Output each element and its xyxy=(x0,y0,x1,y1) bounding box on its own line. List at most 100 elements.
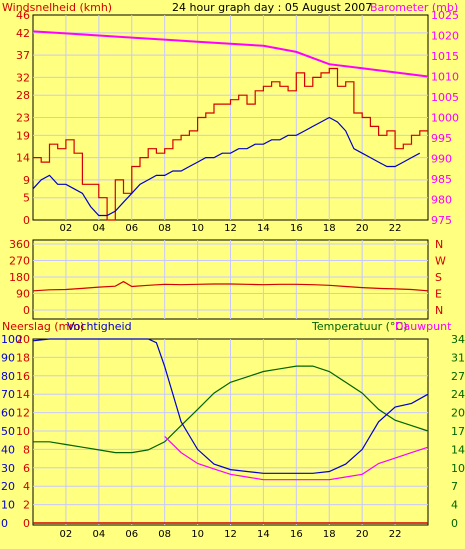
temperature-time-tick-label: 08 xyxy=(158,529,171,540)
wind-tick-label: 32 xyxy=(16,71,30,84)
wind-tick-label: 5 xyxy=(23,192,30,205)
barometer-tick-label: 995 xyxy=(431,132,452,145)
direction-tick-label: 180 xyxy=(9,271,30,284)
humidity-line xyxy=(32,338,429,474)
temperature-tick-label: 7 xyxy=(451,480,458,493)
barometer-tick-label: 1005 xyxy=(431,91,459,104)
barometer-tick-label: 1020 xyxy=(431,30,459,43)
wind-time-tick-label: 20 xyxy=(356,223,369,234)
wind-time-tick-label: 06 xyxy=(125,223,138,234)
barometer-tick-label: 1015 xyxy=(431,50,459,63)
temperature-time-tick-label: 06 xyxy=(125,529,138,540)
wind-time-tick-label: 18 xyxy=(323,223,336,234)
wind-time-tick-label: 14 xyxy=(257,223,270,234)
rain-axis-title: Neerslag (mm) xyxy=(2,320,84,333)
rain-tick-label: 2 xyxy=(23,499,30,512)
compass-tick-label: N xyxy=(435,238,443,251)
wind-time-tick-label: 22 xyxy=(389,223,402,234)
temperature-time-tick-label: 14 xyxy=(257,529,270,540)
temperature-time-tick-label: 16 xyxy=(290,529,303,540)
wind-tick-label: 42 xyxy=(16,27,30,40)
wind-direction-line xyxy=(32,280,429,292)
barometer-tick-label: 980 xyxy=(431,194,452,207)
wind-tick-label: 19 xyxy=(16,129,30,142)
temperature-tick-label: 10 xyxy=(451,462,465,475)
rain-tick-label: 4 xyxy=(23,480,30,493)
temperature-tick-label: 31 xyxy=(451,351,465,364)
temperature-time-tick-label: 10 xyxy=(191,529,204,540)
wind-tick-label: 0 xyxy=(23,214,30,227)
dewpoint-axis-title: Dauwpunt xyxy=(395,320,452,333)
humidity-axis-title: Vochtigheid xyxy=(67,320,132,333)
direction-tick-label: 360 xyxy=(9,238,30,251)
barometer-axis-title: Barometer (mb) xyxy=(370,1,458,14)
wind-tick-labels: 0 5 9 14 19 23 28 32 37 42 46 975 980 985 990 995 1000 10… xyxy=(16,9,459,234)
barometer-tick-label: 1025 xyxy=(431,9,459,22)
temperature-time-tick-label: 18 xyxy=(323,529,336,540)
wind-time-tick-label: 08 xyxy=(158,223,171,234)
wind-barometer-panel: 0 5 9 14 19 23 28 32 37 42 46 975 980 985 990 995 1000 10… xyxy=(16,9,459,234)
temperature-humidity-panel: Neerslag (mm) Vochtigheid Temperatuur (°… xyxy=(1,320,465,540)
direction-grid xyxy=(33,240,428,319)
temperature-tick-label: 20 xyxy=(451,407,465,420)
rain-tick-label: 20 xyxy=(16,333,30,346)
direction-tick-labels: 0 N 90 E 180 S 270 W 360 N xyxy=(9,238,446,317)
wind-tick-label: 14 xyxy=(16,152,30,165)
dewpoint-line xyxy=(164,435,429,481)
humidity-tick-label: 30 xyxy=(1,462,15,475)
wind-time-tick-label: 16 xyxy=(290,223,303,234)
rain-tick-label: 6 xyxy=(23,462,30,475)
wind-time-tick-label: 04 xyxy=(92,223,105,234)
barometer-tick-label: 990 xyxy=(431,153,452,166)
humidity-tick-label: 80 xyxy=(1,370,15,383)
temperature-axis-title: Temperatuur (°C) xyxy=(311,320,407,333)
rain-tick-label: 8 xyxy=(23,443,30,456)
humidity-tick-label: 20 xyxy=(1,480,15,493)
humidity-tick-label: 0 xyxy=(1,517,8,530)
wind-axis-title: Windsnelheid (kmh) xyxy=(2,1,112,14)
wind-time-tick-label: 10 xyxy=(191,223,204,234)
temperature-grid xyxy=(33,339,428,525)
humidity-tick-label: 90 xyxy=(1,351,15,364)
temperature-time-tick-label: 20 xyxy=(356,529,369,540)
wind-tick-label: 46 xyxy=(16,9,30,22)
gust-wind-line xyxy=(33,67,428,221)
compass-tick-label: E xyxy=(435,288,442,301)
temperature-tick-label: 17 xyxy=(451,425,465,438)
compass-tick-label: N xyxy=(435,304,443,317)
chart-title: 24 hour graph day : 05 August 2007 xyxy=(172,1,372,14)
rain-tick-label: 12 xyxy=(16,407,30,420)
rain-tick-label: 18 xyxy=(16,351,30,364)
rain-tick-label: 16 xyxy=(16,370,30,383)
humidity-tick-label: 10 xyxy=(1,499,15,512)
temperature-tick-label: 24 xyxy=(451,388,465,401)
humidity-tick-label: 100 xyxy=(1,333,22,346)
wind-direction-panel: 0 N 90 E 180 S 270 W 360 N xyxy=(9,238,446,320)
direction-tick-label: 270 xyxy=(9,255,30,268)
humidity-tick-label: 60 xyxy=(1,407,15,420)
barometer-line xyxy=(32,30,429,78)
wind-tick-label: 9 xyxy=(23,174,30,187)
humidity-tick-label: 40 xyxy=(1,443,15,456)
barometer-tick-label: 1010 xyxy=(431,71,459,84)
barometer-tick-label: 985 xyxy=(431,173,452,186)
wind-time-tick-label: 02 xyxy=(60,223,73,234)
temperature-time-tick-label: 22 xyxy=(389,529,402,540)
rain-tick-label: 0 xyxy=(23,517,30,530)
wind-tick-label: 28 xyxy=(16,89,30,102)
temperature-time-tick-label: 02 xyxy=(60,529,73,540)
compass-tick-label: W xyxy=(435,255,446,268)
humidity-tick-label: 50 xyxy=(1,425,15,438)
temperature-tick-label: 27 xyxy=(451,370,465,383)
average-wind-line xyxy=(32,116,421,217)
wind-tick-label: 37 xyxy=(16,49,30,62)
rain-tick-label: 14 xyxy=(16,388,30,401)
temperature-tick-label: 14 xyxy=(451,443,465,456)
rain-tick-label: 10 xyxy=(16,425,30,438)
barometer-tick-label: 1000 xyxy=(431,112,459,125)
temperature-line xyxy=(33,365,429,454)
barometer-tick-label: 975 xyxy=(431,214,452,227)
